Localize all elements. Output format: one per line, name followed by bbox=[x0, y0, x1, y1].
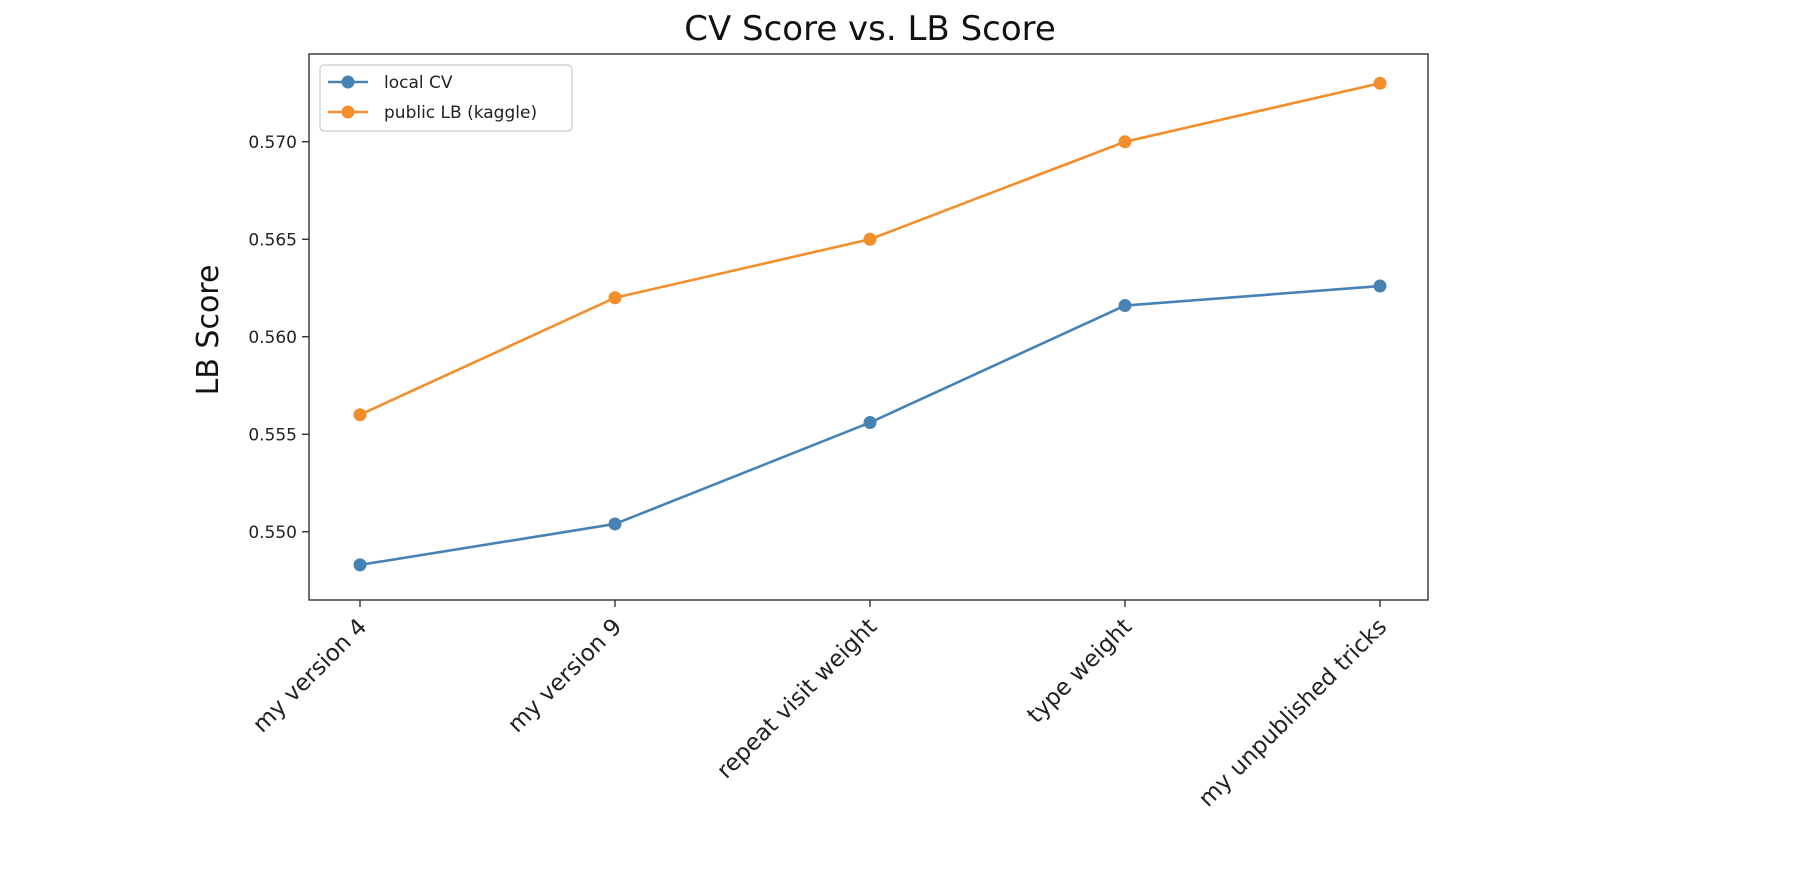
x-tick-label: my unpublished tricks bbox=[1194, 614, 1392, 812]
legend-label-0: local CV bbox=[384, 73, 453, 93]
series-point-0 bbox=[353, 558, 367, 572]
legend-marker-1 bbox=[341, 105, 355, 119]
plot-frame bbox=[308, 53, 1429, 601]
series-point-0 bbox=[1118, 299, 1132, 313]
plot-area: 0.550 0.555 0.560 0.565 0.570 my version 4 my … bbox=[248, 76, 1392, 812]
series-point-1 bbox=[1118, 135, 1132, 149]
series-point-1 bbox=[1373, 76, 1387, 90]
y-tick-label: 0.565 bbox=[248, 230, 297, 250]
y-axis-label: LB Score bbox=[191, 265, 226, 396]
chart-title: CV Score vs. LB Score bbox=[684, 9, 1056, 49]
legend-marker-0 bbox=[341, 75, 355, 89]
x-tick-label: repeat visit weight bbox=[712, 614, 882, 784]
x-tick-label: type weight bbox=[1023, 614, 1138, 729]
series-point-1 bbox=[608, 291, 622, 305]
y-tick-label: 0.560 bbox=[248, 328, 297, 348]
legend-label-1: public LB (kaggle) bbox=[384, 103, 537, 123]
x-tick-label: my version 4 bbox=[248, 614, 372, 738]
series-point-0 bbox=[608, 517, 622, 531]
series-point-1 bbox=[353, 408, 367, 422]
y-tick-label: 0.555 bbox=[248, 425, 297, 445]
legend: local CV public LB (kaggle) bbox=[319, 64, 573, 132]
y-tick-label: 0.570 bbox=[248, 133, 297, 153]
x-tick-label: my version 9 bbox=[503, 614, 627, 738]
y-tick-label: 0.550 bbox=[248, 523, 297, 543]
series-line-1 bbox=[359, 81, 1381, 416]
legend-box bbox=[319, 64, 573, 132]
series-point-0 bbox=[1373, 279, 1387, 293]
series-point-1 bbox=[863, 232, 877, 246]
series-point-0 bbox=[863, 416, 877, 430]
